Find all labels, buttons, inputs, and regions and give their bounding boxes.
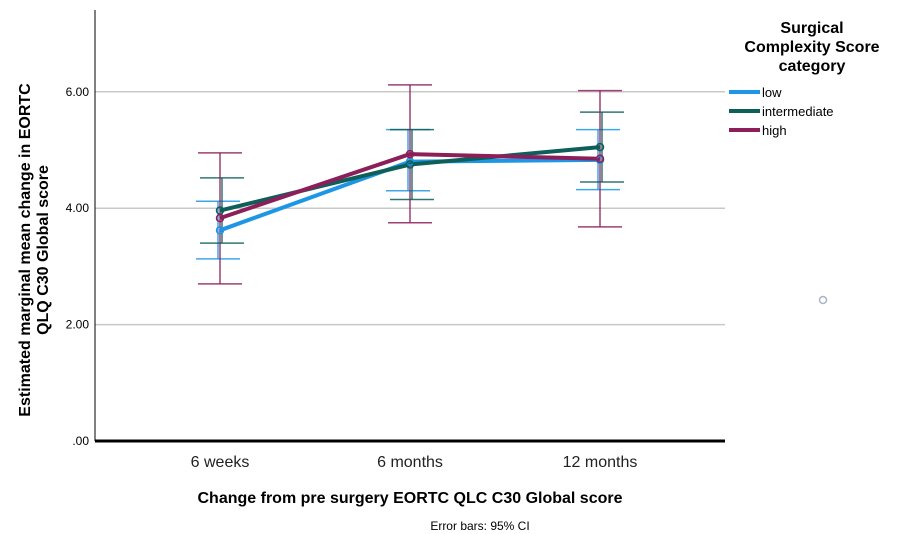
y-axis-title: Estimated marginal mean change in EORTCQ… (17, 83, 52, 417)
x-tick-label: 6 months (377, 454, 443, 471)
error-bar-low (196, 200, 240, 260)
y-tick-label: .00 (72, 434, 89, 448)
footnote: Error bars: 95% CI (430, 519, 529, 533)
y-tick-label: 2.00 (66, 318, 90, 332)
legend-label: low (762, 85, 782, 100)
legend-item-high: high (729, 123, 787, 138)
legend-title-line: category (779, 58, 846, 75)
error-bar-intermediate (580, 111, 624, 183)
x-tick-label: 12 months (563, 454, 638, 471)
stray-marker (818, 295, 828, 305)
legend-item-intermediate: intermediate (729, 104, 834, 119)
error-bar-high (198, 152, 242, 285)
data-point-high (595, 154, 605, 163)
y-axis-title-line: Estimated marginal mean change in EORTC (17, 83, 34, 417)
legend-title-line: Surgical (780, 20, 843, 37)
legend-items: low intermediate high (729, 85, 834, 138)
x-axis-ticks: 6 weeks 6 months 12 months (191, 454, 638, 471)
data-point-intermediate (595, 142, 605, 152)
data-point-intermediate (405, 160, 415, 169)
y-tick-label: 4.00 (66, 201, 90, 215)
error-bars (196, 84, 624, 285)
legend-item-low: low (729, 85, 782, 100)
legend-label: intermediate (762, 104, 834, 119)
x-axis-title: Change from pre surgery EORTC QLC C30 Gl… (198, 490, 623, 507)
series-markers (215, 142, 605, 235)
data-point-high (215, 213, 225, 223)
x-tick-label: 6 weeks (191, 454, 250, 471)
legend-label: high (762, 123, 787, 138)
y-axis-ticks: .00 2.00 4.00 6.00 (66, 85, 90, 448)
y-tick-label: 6.00 (66, 85, 90, 99)
error-bar-high (578, 89, 622, 228)
data-point-high (405, 149, 415, 159)
legend-title-line: Complexity Score (744, 39, 879, 56)
y-axis-title-line: QLQ C30 Global score (35, 165, 52, 335)
legend: Surgical Complexity Score category low inte… (729, 20, 880, 138)
data-point-low (215, 226, 225, 235)
series-line-high (219, 152, 601, 220)
legend-title: Surgical Complexity Score category (744, 20, 879, 75)
